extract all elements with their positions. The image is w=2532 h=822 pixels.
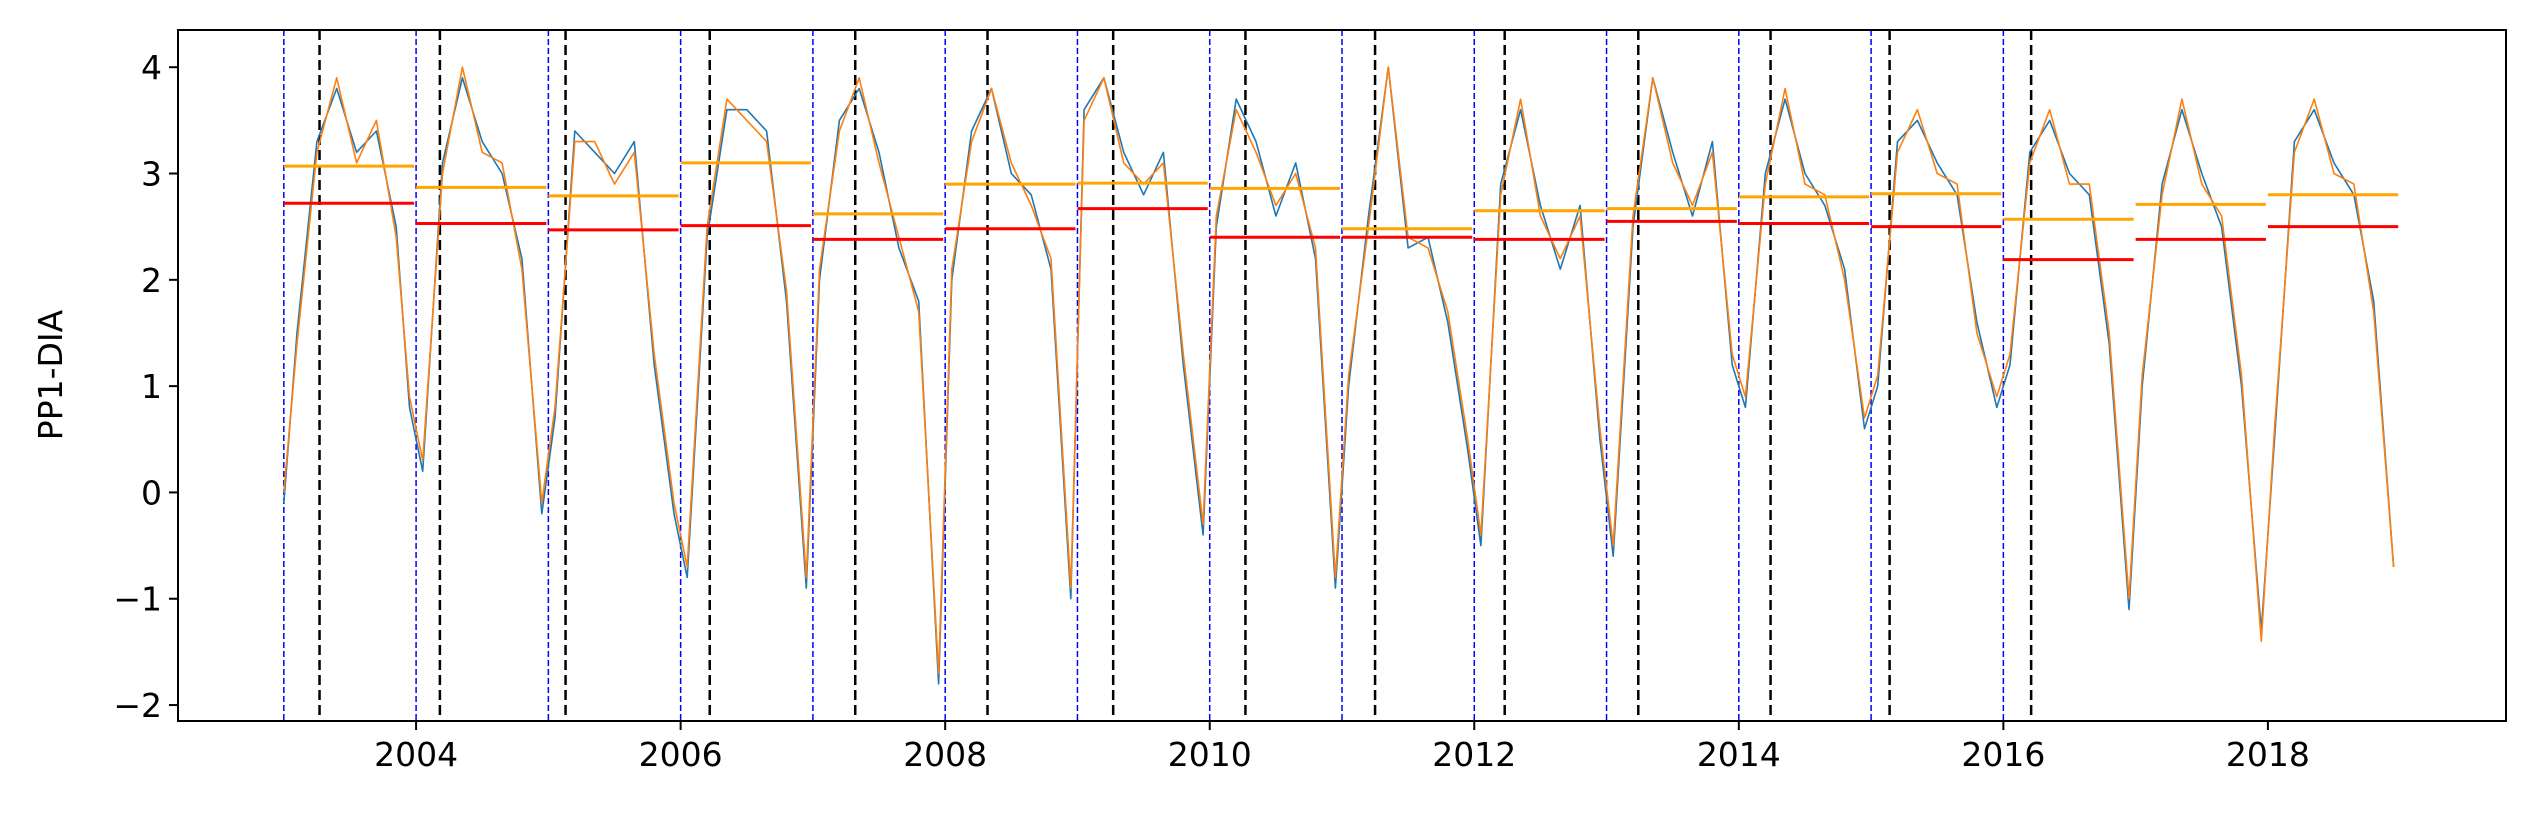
axis-ticks: 2004 2006 2008 2010 2012 2014 2016 2018 −2 −1 0 1 2 3… (113, 48, 2310, 774)
y-tick-label: 3 (141, 155, 162, 194)
x-tick-label: 2018 (2226, 735, 2310, 774)
plot-marks (283, 30, 2399, 721)
y-tick-label: 1 (141, 367, 162, 406)
x-tick-label: 2014 (1697, 735, 1781, 774)
y-tick-label: 4 (141, 48, 162, 87)
x-tick-label: 2012 (1432, 735, 1516, 774)
y-axis-label: PP1-DIA (31, 309, 70, 440)
x-tick-label: 2008 (903, 735, 987, 774)
series-line-blue (283, 66, 2395, 685)
x-tick-label: 2010 (1168, 735, 1252, 774)
series-line-orange (283, 66, 2395, 674)
plot-frame (177, 29, 2507, 722)
y-tick-label: 2 (141, 261, 162, 300)
y-tick-label: −2 (113, 686, 162, 725)
y-tick-label: 0 (141, 473, 162, 512)
y-tick-label: −1 (113, 580, 162, 619)
x-tick-label: 2006 (639, 735, 723, 774)
x-tick-label: 2004 (374, 735, 458, 774)
x-tick-label: 2016 (1961, 735, 2045, 774)
